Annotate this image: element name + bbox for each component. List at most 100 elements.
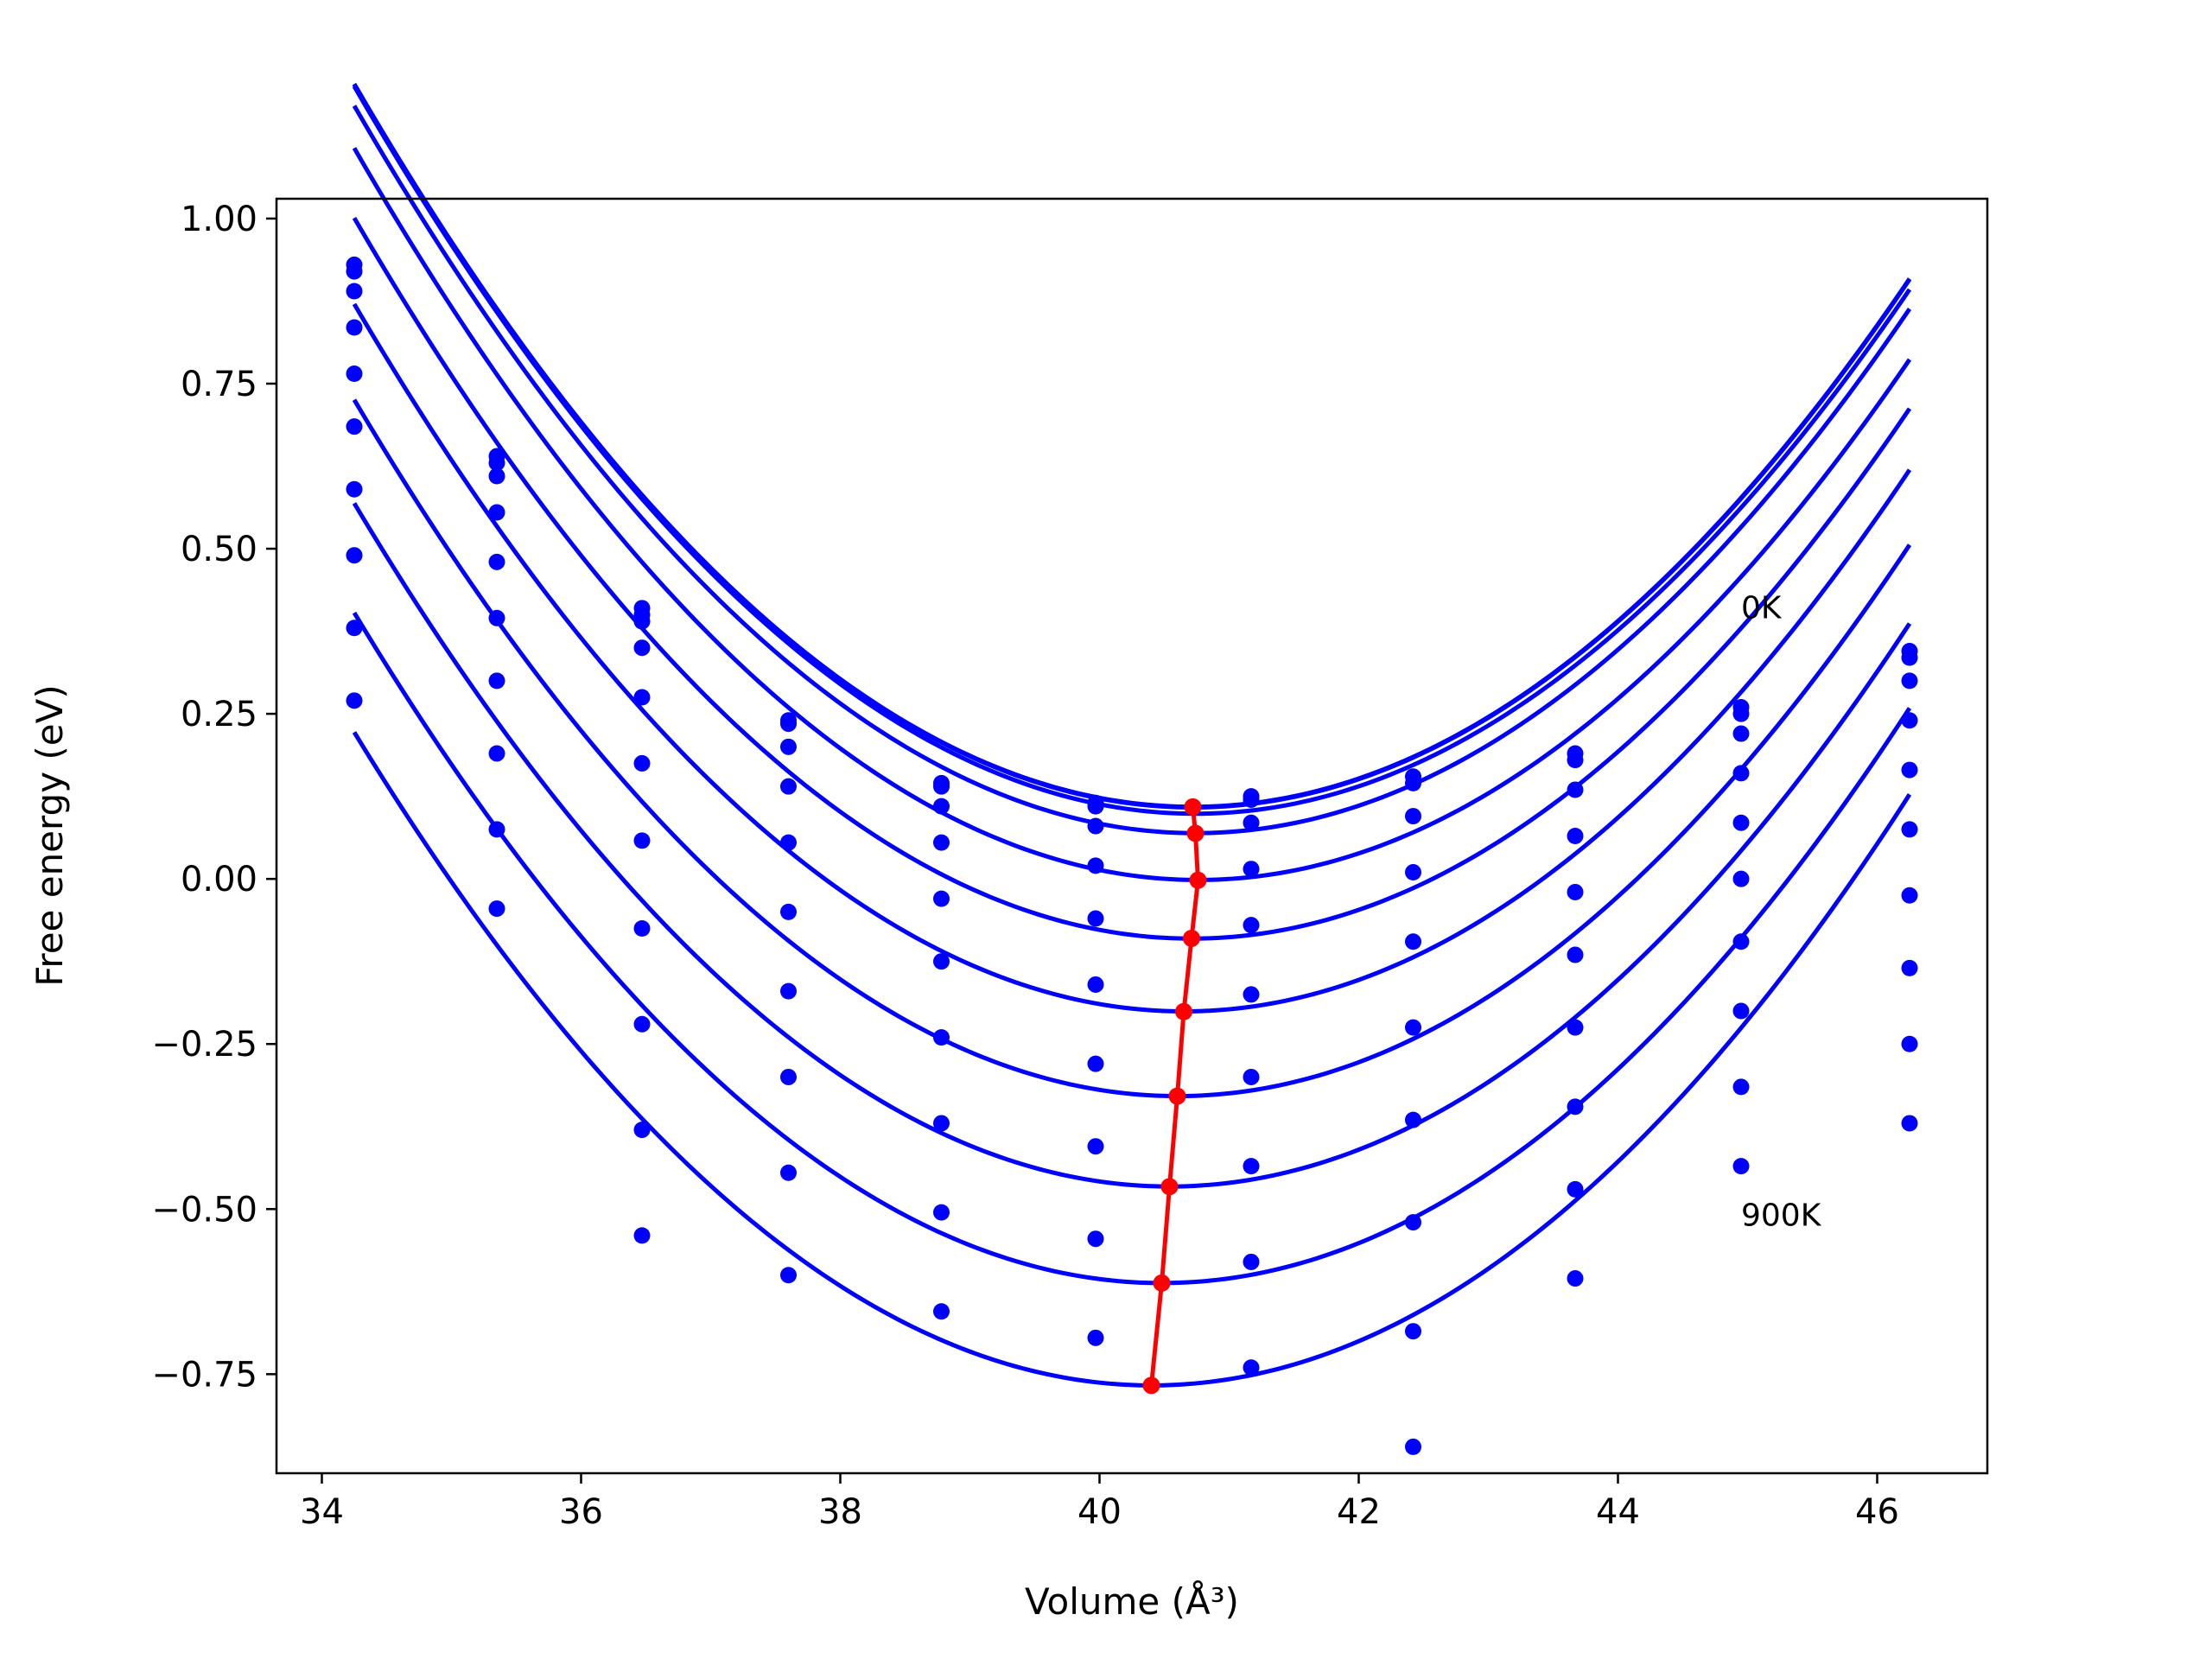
data-point <box>1087 1055 1104 1072</box>
data-point <box>1405 933 1421 950</box>
data-point <box>346 547 363 564</box>
minimum-point <box>1142 1376 1160 1395</box>
fit-curve <box>352 105 1912 836</box>
data-point <box>346 620 363 637</box>
data-point <box>1243 814 1260 831</box>
data-point <box>1243 917 1260 934</box>
x-tick-label: 40 <box>1077 1492 1122 1532</box>
data-point <box>1567 946 1584 963</box>
data-point <box>346 692 363 709</box>
data-point <box>1732 814 1750 831</box>
data-point <box>780 712 797 729</box>
x-tick-label: 44 <box>1596 1492 1640 1532</box>
data-point <box>1901 1115 1918 1132</box>
data-point <box>1732 765 1750 782</box>
y-tick-label: −0.75 <box>151 1355 257 1395</box>
y-tick-label: 0.25 <box>181 695 257 734</box>
data-point <box>633 639 651 657</box>
data-point <box>488 467 505 485</box>
data-point <box>488 609 505 626</box>
data-point <box>1243 1158 1260 1175</box>
temperature-annotation: 0K <box>1741 590 1783 626</box>
data-point <box>1567 828 1584 844</box>
data-point <box>633 832 651 849</box>
data-point <box>1732 725 1750 742</box>
temperature-annotation: 900K <box>1741 1198 1822 1233</box>
data-point <box>933 1029 950 1046</box>
data-point <box>1087 817 1104 835</box>
curves-layer <box>352 82 1912 1388</box>
data-point <box>633 613 651 630</box>
data-point <box>1087 1138 1104 1155</box>
x-tick-label: 38 <box>818 1492 862 1532</box>
data-point <box>1405 808 1421 825</box>
data-point <box>1901 672 1918 690</box>
data-point <box>1732 870 1750 887</box>
minima-layer <box>1142 798 1207 1395</box>
data-point <box>1567 752 1584 769</box>
minimum-point <box>1186 824 1205 842</box>
data-point <box>1243 986 1260 1003</box>
minimum-point <box>1153 1274 1171 1292</box>
data-point <box>1405 1323 1421 1340</box>
data-point <box>1243 861 1260 878</box>
data-point <box>1405 1019 1421 1036</box>
y-axis-ticks: −0.75 −0.50 −0.25 0.00 0.25 0.50 0.75 1.00 <box>151 200 276 1395</box>
data-point <box>780 903 797 920</box>
data-point <box>1732 705 1750 722</box>
data-point <box>1567 1270 1584 1287</box>
data-point <box>933 1115 950 1132</box>
data-point <box>1901 712 1918 729</box>
data-point <box>346 263 363 280</box>
fit-curve <box>352 147 1912 882</box>
data-point <box>633 1227 651 1244</box>
data-point <box>1087 857 1104 874</box>
data-point <box>1087 976 1104 993</box>
y-tick-label: 0.00 <box>181 860 257 899</box>
data-point <box>488 821 505 838</box>
data-point <box>1732 1158 1750 1175</box>
x-tick-label: 42 <box>1337 1492 1381 1532</box>
data-point <box>933 953 950 970</box>
data-point <box>1901 649 1918 666</box>
minimum-point <box>1183 929 1200 947</box>
data-point <box>780 778 797 795</box>
minimum-point <box>1189 871 1207 889</box>
data-point <box>933 1204 950 1221</box>
data-point <box>1087 910 1104 927</box>
data-point <box>1405 864 1421 881</box>
data-point <box>633 689 651 706</box>
annotations: 0K 900K <box>1741 590 1822 1233</box>
y-tick-label: 0.50 <box>181 530 257 569</box>
data-point <box>488 745 505 762</box>
data-point <box>488 454 505 472</box>
data-point <box>780 1267 797 1284</box>
data-point <box>1243 1068 1260 1085</box>
data-point <box>1567 1180 1584 1198</box>
y-tick-label: 0.75 <box>181 365 257 404</box>
data-point <box>346 283 363 300</box>
fit-curve <box>352 731 1912 1388</box>
data-point <box>1405 774 1421 791</box>
data-point <box>1087 1230 1104 1248</box>
data-point <box>1243 1253 1260 1270</box>
x-tick-label: 46 <box>1855 1492 1899 1532</box>
y-tick-label: −0.50 <box>151 1190 257 1230</box>
data-point <box>1567 1019 1584 1036</box>
data-point <box>933 778 950 795</box>
fit-curve <box>352 502 1912 1189</box>
data-point <box>488 672 505 690</box>
data-point <box>488 900 505 918</box>
data-point <box>1901 1035 1918 1052</box>
data-point <box>633 754 651 772</box>
data-point <box>1087 1329 1104 1346</box>
fit-curve <box>352 611 1912 1286</box>
minimum-point <box>1175 1002 1192 1020</box>
data-point <box>346 365 363 383</box>
data-point <box>1901 959 1918 976</box>
x-tick-label: 34 <box>300 1492 344 1532</box>
data-point <box>1567 1098 1584 1116</box>
y-tick-label: 1.00 <box>181 200 257 239</box>
